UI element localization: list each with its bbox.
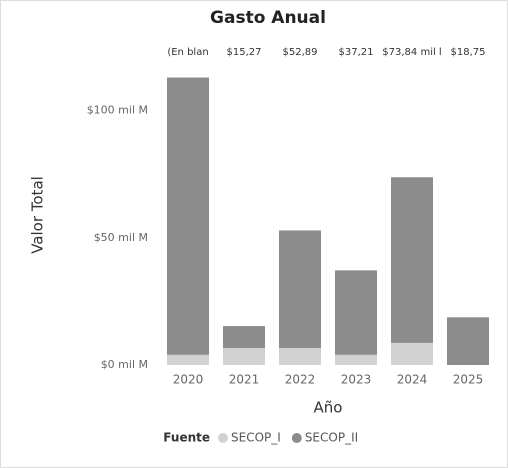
bar-segment bbox=[279, 230, 321, 348]
total-label: $52,89 bbox=[283, 47, 318, 58]
legend-title: Fuente bbox=[163, 431, 210, 445]
bar-segment bbox=[391, 177, 433, 343]
total-label: $15,27 bbox=[227, 47, 262, 58]
x-tick-label: 2025 bbox=[453, 373, 484, 387]
legend-label: SECOP_I bbox=[231, 431, 281, 445]
bar-segment bbox=[279, 347, 321, 365]
bar-segment bbox=[167, 354, 209, 365]
x-tick-label: 2021 bbox=[229, 373, 260, 387]
y-tick-label: $0 mil M bbox=[101, 358, 148, 371]
x-tick-label: 2020 bbox=[173, 373, 204, 387]
total-label: $18,75 bbox=[451, 47, 486, 58]
bar-segment bbox=[335, 354, 377, 365]
legend-label: SECOP_II bbox=[305, 431, 358, 445]
bar-segment bbox=[223, 326, 265, 348]
x-tick-label: 2023 bbox=[341, 373, 372, 387]
chart-title: Gasto Anual bbox=[210, 8, 326, 28]
total-label: $73,84 mil l bbox=[382, 47, 441, 58]
y-tick-label: $100 mil M bbox=[87, 104, 148, 117]
bar-segment bbox=[167, 77, 209, 355]
y-tick-label: $50 mil M bbox=[94, 231, 148, 244]
legend-marker bbox=[218, 433, 228, 443]
total-label: $37,21 bbox=[339, 47, 374, 58]
bar-segment bbox=[335, 270, 377, 355]
x-tick-label: 2024 bbox=[397, 373, 428, 387]
bar-segment bbox=[391, 342, 433, 365]
total-label: (En blan bbox=[167, 47, 208, 58]
x-tick-label: 2022 bbox=[285, 373, 316, 387]
y-axis-title: Valor Total bbox=[29, 176, 47, 254]
legend-marker bbox=[291, 433, 302, 443]
bar-segment bbox=[223, 347, 265, 365]
bar-segment bbox=[447, 317, 489, 365]
x-axis-title: Año bbox=[314, 399, 343, 417]
